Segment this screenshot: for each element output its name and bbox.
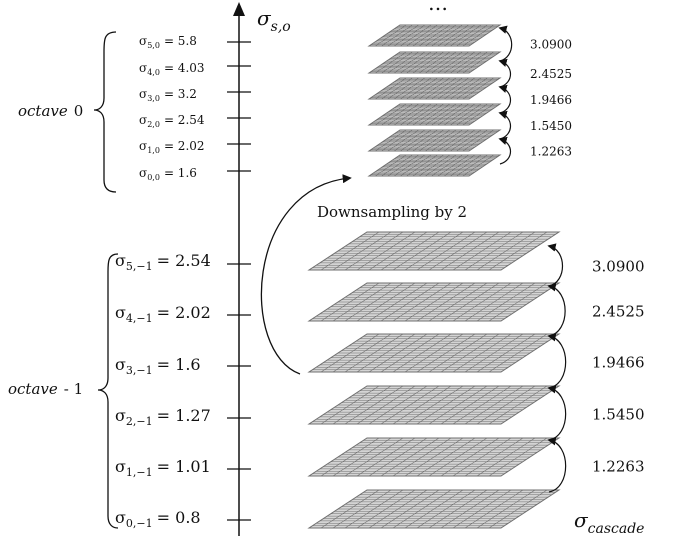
octave-0-step-label-1: 1.5450: [530, 119, 572, 133]
octave-0-sigma-list: σ0,0 = 1.6 σ1,0 = 2.02 σ2,0 = 2.54 σ3,0 = 3.2 σ4…: [139, 34, 205, 182]
octave-minus1-step-label-3: 2.4525: [592, 302, 645, 320]
octave-minus1-grid-5: [307, 231, 561, 271]
octave-0-step-arrow-2: [498, 84, 512, 114]
octave-0-grid-3: [367, 77, 502, 100]
octave-0-grid-1: [367, 129, 502, 152]
cascade-label: σcascade: [574, 508, 644, 537]
octave-0-grid-0: [367, 154, 502, 177]
octave-minus1-grid-1: [307, 437, 561, 477]
octave-0-step-arrow-1: [498, 110, 512, 140]
octave-0-group: octave 0 σ0,0 = 1.6 σ1,0 = 2.02 σ2,0 = 2.54 σ3,…: [18, 24, 572, 193]
octave-0-sigma-4: σ4,0 = 4.03: [139, 61, 205, 77]
octave-minus1-step-arrow-4: [547, 243, 563, 287]
octave-0-sigma-5: σ5,0 = 5.8: [139, 34, 197, 50]
axis-label: σs,o: [257, 6, 291, 35]
octave-minus1-step-label-4: 3.0900: [592, 257, 645, 275]
octave-minus1-sigma-5: σ5,−1 = 2.54: [115, 251, 211, 273]
octave-0-step-arrow-3: [498, 58, 512, 88]
octave-minus1-step-arrow-3: [547, 283, 566, 337]
octave-minus1-step-label-1: 1.5450: [592, 405, 645, 423]
octave-0-step-label-0: 1.2263: [530, 145, 572, 159]
octave-0-step-arrow-0: [498, 136, 512, 165]
octave-0-grid-stack: [367, 24, 502, 177]
octave-0-step-arrow-4: [498, 25, 513, 62]
octave-0-label: octave 0: [18, 102, 83, 120]
downsampling-arrow: [260, 174, 352, 375]
octave-minus1-group: octave - 1 σ0,−1 = 0.8 σ1,−1 = 1.01 σ2,−1 = 1.…: [8, 231, 645, 530]
octave-0-step-labels: 1.2263 1.5450 1.9466 2.4525 3.0900: [498, 25, 572, 165]
ellipsis: …: [428, 0, 448, 15]
octave-minus1-sigma-3: σ3,−1 = 1.6: [115, 355, 201, 377]
octave-0-grid-2: [367, 103, 502, 126]
octave-minus1-sigma-list: σ0,−1 = 0.8 σ1,−1 = 1.01 σ2,−1 = 1.27 σ3,−1 = 1…: [115, 251, 211, 530]
octave-0-sigma-0: σ0,0 = 1.6: [139, 166, 197, 182]
octave-minus1-label: octave - 1: [8, 380, 83, 398]
octave-minus1-step-label-2: 1.9466: [592, 353, 645, 371]
octave-0-step-label-3: 2.4525: [530, 67, 572, 81]
octave-minus1-sigma-0: σ0,−1 = 0.8: [115, 508, 201, 530]
octave-minus1-step-arrow-1: [547, 385, 567, 441]
octave-minus1-step-arrow-0: [547, 437, 567, 493]
octave-minus1-grid-3: [307, 333, 561, 373]
octave-minus1-sigma-2: σ2,−1 = 1.27: [115, 406, 211, 428]
octave-minus1-sigma-4: σ4,−1 = 2.02: [115, 303, 211, 325]
axis-arrow-icon: [233, 2, 245, 16]
octave-0-sigma-2: σ2,0 = 2.54: [139, 113, 205, 129]
axis-ticks: [227, 41, 251, 521]
octave-0-sigma-3: σ3,0 = 3.2: [139, 87, 197, 103]
octave-0-sigma-1: σ1,0 = 2.02: [139, 139, 205, 155]
octave-minus1-step-label-0: 1.2263: [592, 457, 645, 475]
octave-0-brace: [93, 31, 117, 193]
octave-minus1-grid-4: [307, 282, 561, 322]
octave-minus1-grid-2: [307, 385, 561, 425]
octave-minus1-brace: [97, 253, 119, 529]
octave-minus1-sigma-1: σ1,−1 = 1.01: [115, 457, 211, 479]
octave-0-grid-4: [367, 51, 502, 74]
octave-minus1-step-labels: 1.2263 1.5450 1.9466 2.4525 3.0900: [547, 243, 645, 493]
sigma-axis: σs,o: [233, 2, 291, 536]
octave-minus1-grid-stack: [307, 231, 561, 529]
octave-0-step-label-2: 1.9466: [530, 93, 572, 107]
octave-0-step-label-4: 3.0900: [530, 38, 572, 52]
octave-0-grid-5: [367, 24, 502, 47]
downsampling-label: Downsampling by 2: [317, 203, 467, 221]
octave-minus1-grid-0: [307, 489, 561, 529]
octave-minus1-step-arrow-2: [547, 333, 567, 389]
